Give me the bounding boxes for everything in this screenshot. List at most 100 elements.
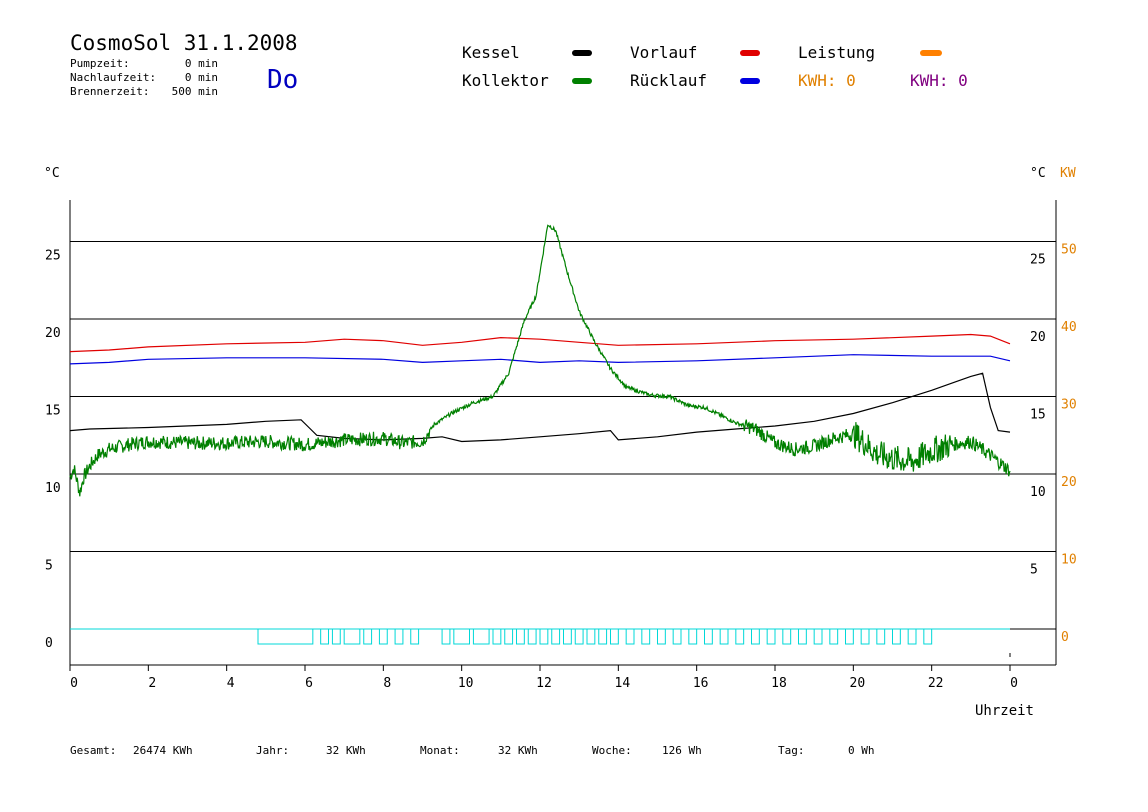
- right-kw-tick-label: 50: [1061, 243, 1077, 258]
- series-line-kollektor: [69, 224, 1011, 497]
- pump-pulse: [598, 628, 608, 645]
- right-axis-unit-c: °C: [1030, 166, 1046, 181]
- stat-label-nachlauf: Nachlaufzeit:: [70, 71, 156, 84]
- pump-pulse: [472, 628, 490, 645]
- pump-pulse: [527, 628, 537, 645]
- x-tick-label: 2: [148, 676, 156, 691]
- pump-pulse: [657, 628, 666, 645]
- legend: Kessel Kollektor Vorlauf Rücklauf Leistu…: [462, 43, 968, 90]
- pump-pulse: [829, 628, 839, 645]
- x-tick-label: 18: [771, 676, 787, 691]
- pump-pulse: [923, 628, 933, 645]
- pump-pulse: [453, 628, 471, 645]
- pump-pulse: [704, 628, 713, 645]
- pump-pulse: [378, 628, 388, 645]
- left-tick-label: 5: [45, 559, 53, 574]
- pump-pulse: [441, 628, 451, 645]
- footer-totals: Gesamt: 26474 KWh Jahr: 32 KWh Monat: 32…: [70, 744, 875, 757]
- pump-pulse: [876, 628, 886, 645]
- pump-pulse: [907, 628, 917, 645]
- pump-pulse: [539, 628, 549, 645]
- legend-label-kollektor: Kollektor: [462, 71, 549, 90]
- legend-label-kessel: Kessel: [462, 43, 520, 62]
- pump-pulse: [625, 628, 635, 645]
- pump-pulse: [719, 628, 729, 645]
- x-tick-label: 14: [615, 676, 631, 691]
- right-axis-unit-kw: KW: [1060, 166, 1076, 181]
- right-c-tick-label: 15: [1030, 408, 1046, 423]
- legend-label-leistung: Leistung: [798, 43, 875, 62]
- chart-title: CosmoSol 31.1.2008: [70, 31, 298, 55]
- day-label: Do: [267, 65, 298, 95]
- stat-value-pump: 0 min: [185, 57, 218, 70]
- legend-swatch-leistung: [920, 50, 942, 56]
- pump-pulse: [672, 628, 682, 645]
- footer-label-woche: Woche:: [592, 744, 632, 757]
- pump-pulse: [363, 628, 373, 645]
- x-tick-label: 10: [458, 676, 474, 691]
- pump-pulse: [751, 628, 760, 645]
- x-tick-label: 20: [850, 676, 866, 691]
- pump-pulse: [574, 628, 584, 645]
- right-c-tick-label: 10: [1030, 485, 1046, 500]
- pump-layer: [70, 628, 1010, 645]
- x-tick-label: 4: [227, 676, 235, 691]
- stat-value-nachlauf: 0 min: [185, 71, 218, 84]
- pump-pulse: [492, 628, 502, 645]
- footer-label-gesamt: Gesamt:: [70, 744, 116, 757]
- pump-pulse: [516, 628, 525, 645]
- pump-pulse: [586, 628, 596, 645]
- right-c-tick-label: 5: [1030, 563, 1038, 578]
- legend-swatch-vorlauf: [740, 50, 760, 56]
- kwh-label-orange: KWH: 0: [798, 71, 856, 90]
- legend-label-ruecklauf: Rücklauf: [630, 71, 707, 90]
- left-tick-label: 20: [45, 326, 61, 341]
- pump-pulse: [688, 628, 698, 645]
- kwh-label-purple: KWH: 0: [910, 71, 968, 90]
- pump-pulse: [563, 628, 572, 645]
- ticks-layer: 0 5 10 15 20 25 0 10 20 30 40 50 5 10 15 20 25 0 2 4 6 8 10 12 1…: [45, 243, 1077, 692]
- footer-label-tag: Tag:: [778, 744, 805, 757]
- x-tick-label: 8: [383, 676, 391, 691]
- footer-value-gesamt: 26474 KWh: [133, 744, 193, 757]
- legend-swatch-ruecklauf: [740, 78, 760, 84]
- series-line-kessel: [69, 372, 1011, 443]
- series-layer: [69, 224, 1011, 497]
- x-tick-label: 0: [70, 676, 78, 691]
- footer-value-jahr: 32 KWh: [326, 744, 366, 757]
- pump-pulse: [798, 628, 807, 645]
- footer-value-tag: 0 Wh: [848, 744, 875, 757]
- pump-pulse: [813, 628, 823, 645]
- left-axis-unit: °C: [44, 166, 60, 181]
- pump-pulse: [782, 628, 792, 645]
- pump-pulse: [641, 628, 651, 645]
- right-c-tick-label: 20: [1030, 330, 1046, 345]
- legend-swatch-kollektor: [572, 78, 592, 84]
- stats-block: Pumpzeit: 0 min Nachlaufzeit: 0 min Bren…: [70, 57, 218, 98]
- left-tick-label: 10: [45, 481, 61, 496]
- footer-value-woche: 126 Wh: [662, 744, 702, 757]
- legend-label-vorlauf: Vorlauf: [630, 43, 697, 62]
- right-kw-tick-label: 40: [1061, 320, 1077, 335]
- x-tick-label: 12: [536, 676, 552, 691]
- footer-label-jahr: Jahr:: [256, 744, 289, 757]
- pump-pulse: [892, 628, 901, 645]
- pump-pulse: [331, 628, 341, 645]
- stat-label-pump: Pumpzeit:: [70, 57, 130, 70]
- pump-pulse: [845, 628, 854, 645]
- series-line-vorlauf: [69, 333, 1011, 353]
- left-tick-label: 15: [45, 404, 61, 419]
- x-axis-label: Uhrzeit: [975, 703, 1034, 719]
- grid-layer: [69, 200, 1057, 666]
- pump-pulse: [766, 628, 776, 645]
- right-kw-tick-label: 30: [1061, 398, 1077, 413]
- footer-label-monat: Monat:: [420, 744, 460, 757]
- right-kw-tick-label: 10: [1061, 553, 1077, 568]
- pump-pulse: [410, 628, 420, 645]
- x-tick-label: 16: [693, 676, 709, 691]
- legend-swatch-kessel: [572, 50, 592, 56]
- right-kw-tick-label: 20: [1061, 475, 1077, 490]
- x-tick-label: 0: [1010, 676, 1018, 691]
- pump-pulse: [735, 628, 745, 645]
